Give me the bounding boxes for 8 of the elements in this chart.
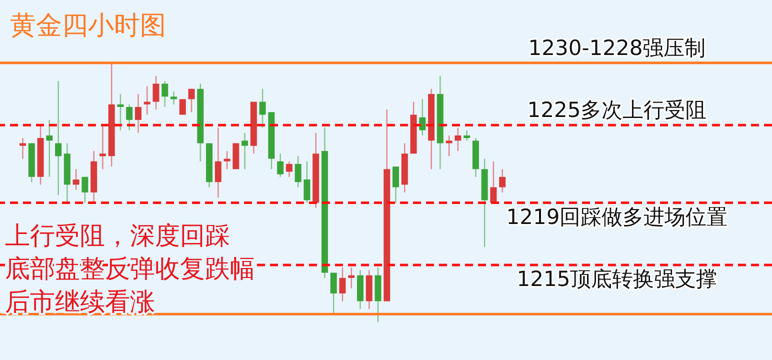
annotation: 上行受阻，深度回踩 — [5, 221, 230, 250]
ref-line-label: 1219回踩做多进场位置 — [506, 204, 728, 229]
ref-line-label: 1230-1228强压制 — [528, 36, 706, 60]
candlestick — [179, 98, 186, 116]
ref-line-label: 1225多次上行受阻 — [527, 98, 707, 122]
ref-line-label: 1215顶底转换强支撑 — [516, 266, 718, 291]
annotation: 后市继续看涨 — [5, 287, 155, 316]
chart-title: 黄金四小时图 — [10, 11, 166, 41]
